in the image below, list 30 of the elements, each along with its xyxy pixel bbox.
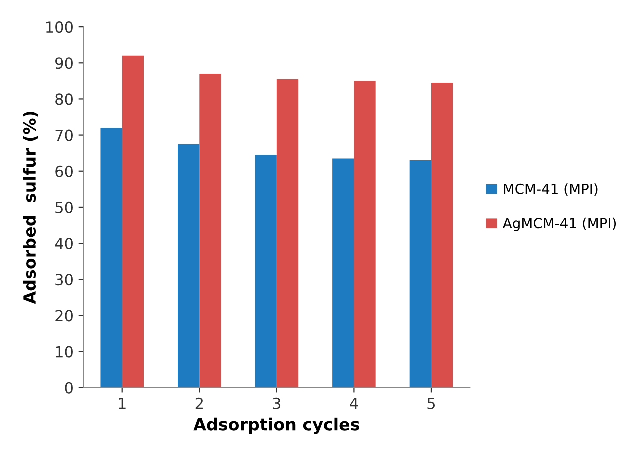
- y-tick-label: 80: [56, 94, 73, 106]
- x-axis-title: Adsorption cycles: [194, 418, 360, 434]
- legend-label: MCM-41 (MPI): [504, 184, 598, 196]
- x-tick-label: 5: [428, 398, 436, 410]
- y-tick-label: 60: [56, 166, 73, 178]
- bar: [200, 74, 222, 388]
- y-tick-label: 30: [56, 274, 73, 286]
- bar: [276, 79, 299, 388]
- y-tick-label: 50: [56, 202, 73, 214]
- bar: [178, 144, 200, 388]
- y-tick-label: 90: [56, 58, 73, 70]
- y-tick-label: 100: [46, 22, 73, 34]
- bar: [100, 128, 122, 388]
- legend-label: AgMCM-41 (MPI): [502, 218, 616, 232]
- y-axis-title: Adsorbed sulfur (%): [23, 112, 38, 304]
- bar: [255, 155, 277, 388]
- x-tick-label: 1: [119, 398, 126, 410]
- y-tick-label: 70: [56, 130, 73, 142]
- bar: [122, 56, 144, 388]
- bar: [431, 82, 454, 388]
- x-tick-label: 3: [273, 398, 281, 410]
- y-tick-label: 20: [56, 310, 73, 322]
- y-tick-label: 40: [55, 238, 73, 250]
- bar: [332, 158, 354, 388]
- bar: [410, 160, 432, 388]
- y-tick-label: 0: [65, 382, 73, 394]
- bar: [354, 81, 376, 388]
- y-tick-label: 10: [56, 346, 73, 358]
- x-tick-label: 2: [196, 398, 203, 410]
- x-tick-label: 4: [350, 398, 358, 410]
